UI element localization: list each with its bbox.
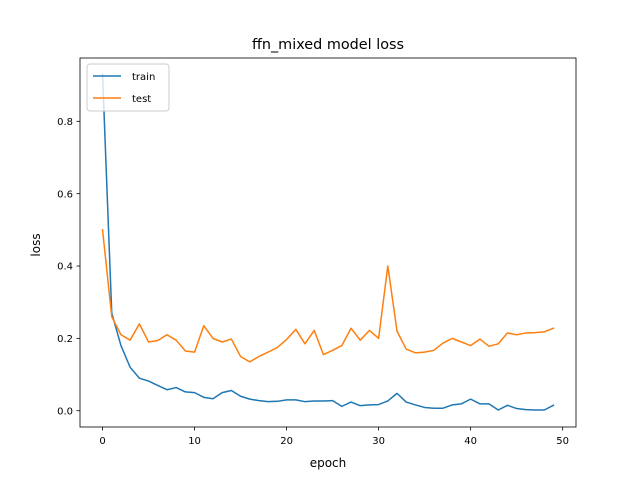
y-tick-label: 0.6 [57,189,73,200]
x-tick-label: 50 [556,436,569,447]
series-line-test [101,229,555,363]
y-tick-label: 0.8 [57,117,73,128]
y-tick-label: 0.0 [57,406,73,417]
legend-label-train: train [132,72,155,83]
x-tick-label: 40 [464,436,477,447]
x-tick-label: 30 [372,436,385,447]
y-tick-label: 0.4 [57,262,73,273]
series-line-train [101,73,555,411]
axes-frame [79,57,577,428]
y-axis-label: loss [29,233,43,256]
x-axis-label: epoch [310,456,347,470]
x-tick-label: 20 [280,436,293,447]
legend-box [86,63,170,112]
plot-area: 0 10 20 30 40 50 0.0 0.2 0.4 0.6 0.8 [57,57,577,447]
chart-title: ffn_mixed model loss [252,37,404,53]
y-tick-label: 0.2 [57,334,73,345]
x-tick-label: 0 [99,436,105,447]
legend-label-test: test [132,94,151,105]
legend: train test [86,63,170,112]
x-tick-label: 10 [188,436,201,447]
